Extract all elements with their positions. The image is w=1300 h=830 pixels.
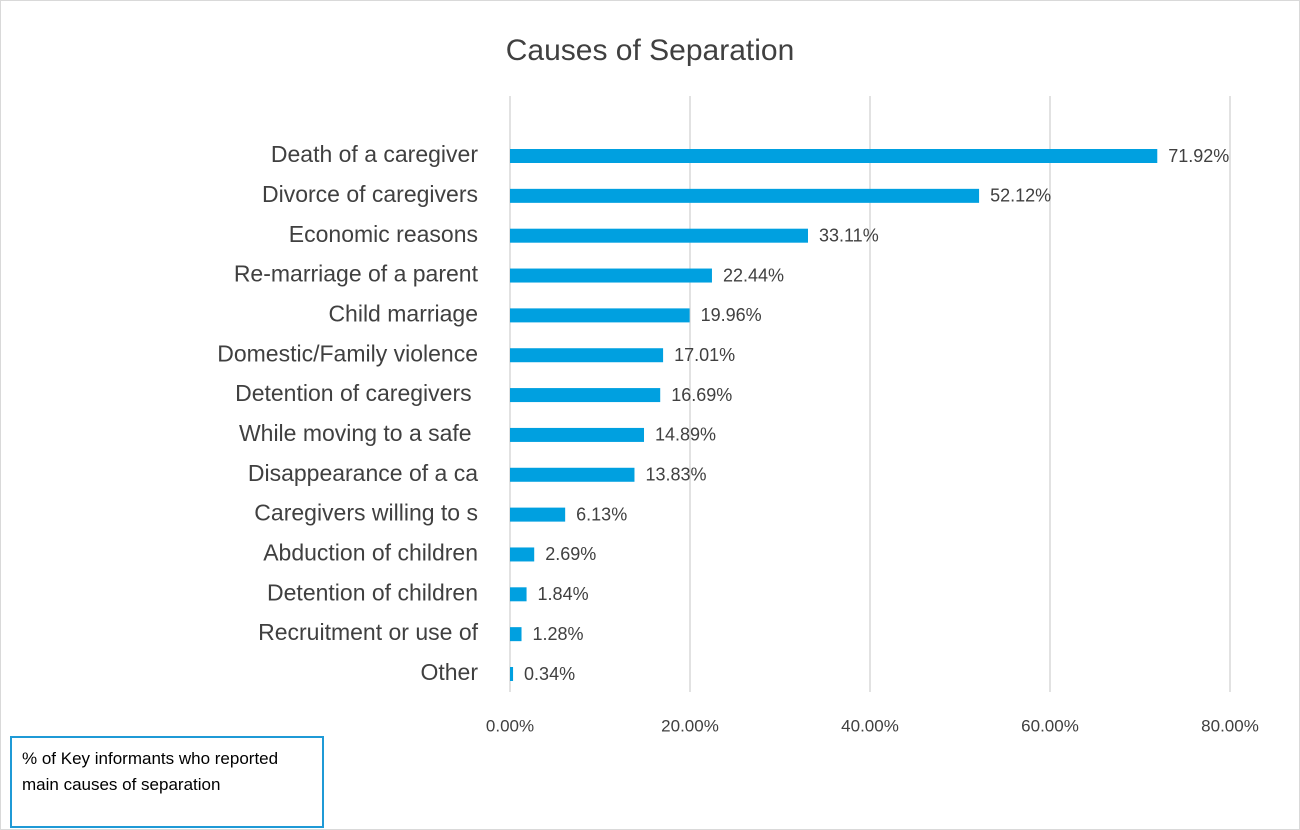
value-label: 1.28%: [533, 624, 584, 644]
y-tick-label: Detention of children: [267, 579, 478, 605]
y-tick-label: Recruitment or use of: [258, 619, 478, 645]
bar: [510, 388, 661, 403]
bar: [510, 547, 535, 562]
y-tick-label: Divorce of caregivers: [262, 181, 478, 207]
y-tick-label: Disappearance of a ca: [248, 460, 478, 486]
bar: [510, 667, 514, 681]
bar: [510, 308, 690, 323]
bar: [510, 228, 808, 243]
bar: [510, 507, 566, 522]
x-tick-label: 20.00%: [661, 716, 719, 735]
y-tick-label: Abduction of children: [263, 540, 478, 566]
bar: [510, 268, 712, 283]
value-label: 14.89%: [655, 425, 716, 445]
value-label: 33.11%: [819, 225, 879, 245]
value-label: 16.69%: [671, 385, 732, 405]
value-label: 2.69%: [545, 544, 596, 564]
y-tick-label: Death of a caregiver: [271, 141, 478, 167]
bar: [510, 149, 1158, 163]
value-label: 1.84%: [538, 584, 589, 604]
annotation: % of Key informants who reported main ca…: [10, 736, 324, 828]
value-label: 6.13%: [576, 504, 627, 524]
y-tick-label: Domestic/Family violence: [217, 340, 478, 366]
y-tick-label: While moving to a safe: [239, 420, 478, 446]
bar: [510, 587, 527, 602]
y-tick-label: Detention of caregivers: [235, 380, 478, 406]
value-label: 71.92%: [1168, 146, 1229, 166]
x-tick-label: 80.00%: [1201, 716, 1259, 735]
bar: [510, 427, 645, 442]
value-label: 0.34%: [524, 664, 575, 684]
value-label: 13.83%: [645, 465, 706, 485]
y-tick-label: Caregivers willing to s: [254, 500, 478, 526]
y-tick-label: Other: [420, 659, 478, 685]
value-label: 19.96%: [701, 305, 762, 325]
x-tick-label: 40.00%: [841, 716, 899, 735]
y-tick-label: Re-marriage of a parent: [234, 261, 479, 287]
bar: [510, 348, 664, 363]
y-tick-label: Child marriage: [328, 300, 478, 326]
x-tick-label: 0.00%: [486, 716, 534, 735]
bar: [510, 627, 522, 642]
value-label: 17.01%: [674, 345, 735, 365]
y-tick-label: Economic reasons: [289, 221, 478, 247]
chart-title: Causes of Separation: [506, 34, 795, 67]
bar: [510, 188, 980, 203]
x-tick-label: 60.00%: [1021, 716, 1079, 735]
bar: [510, 467, 635, 482]
value-label: 52.12%: [990, 186, 1051, 206]
value-label: 22.44%: [723, 265, 784, 285]
